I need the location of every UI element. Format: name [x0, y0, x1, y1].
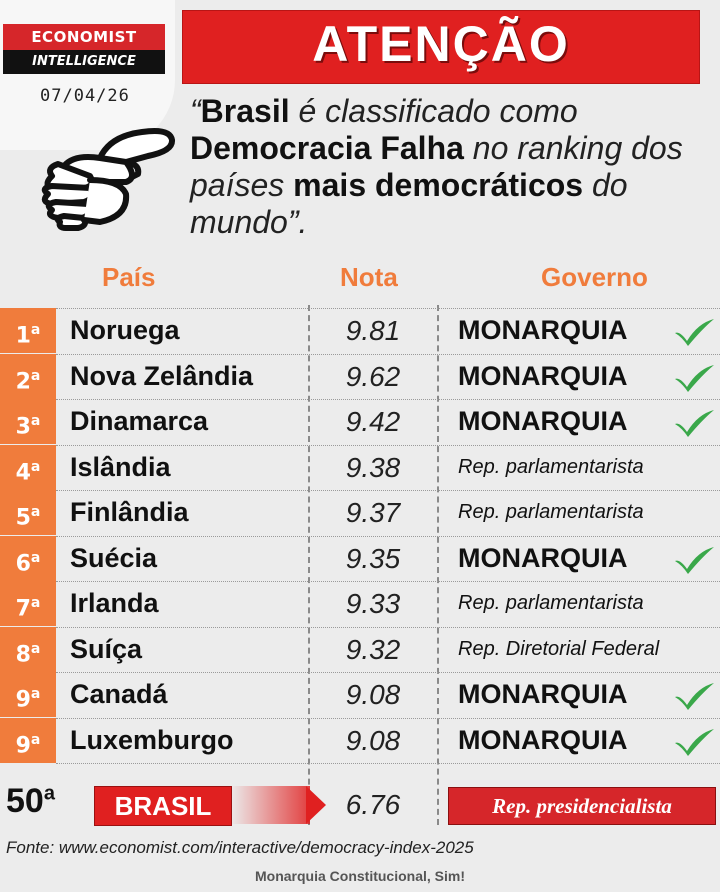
democracy-score: 9.42 — [345, 406, 401, 437]
government-type: MONARQUIA — [458, 406, 628, 436]
democracy-score: 9.35 — [345, 542, 401, 574]
democracy-score: 9.81 — [345, 315, 401, 346]
column-header-score: Nota — [340, 262, 398, 292]
government-type: Rep. parlamentarista — [458, 455, 644, 478]
country-name: Nova Zelândia — [70, 360, 254, 391]
attention-banner: ATENÇÃO — [182, 10, 700, 84]
banner-title: ATENÇÃO — [312, 16, 570, 72]
row-divider — [56, 672, 720, 673]
row-divider — [56, 626, 720, 628]
democracy-score: 9.08 — [345, 724, 401, 756]
rank-badge: 3a — [0, 399, 56, 444]
government-type: MONARQUIA — [458, 679, 628, 709]
rank-badge: 9a — [0, 717, 56, 763]
democracy-score: 9.62 — [345, 360, 401, 392]
table-row: 3a Dinamarca 9.42 MONARQUIA — [0, 399, 720, 444]
brasil-government: Rep. presidencialista — [448, 787, 716, 825]
country-name: Luxemburgo — [70, 724, 234, 755]
row-divider — [56, 399, 720, 400]
country-name: Irlanda — [70, 588, 159, 618]
brasil-arrow-icon — [306, 786, 326, 824]
brand-line1: ECONOMIST — [3, 24, 165, 50]
row-divider — [56, 308, 720, 309]
row-divider — [56, 535, 720, 537]
row-divider — [56, 763, 720, 764]
headline-quote: “Brasil é classificado como Democracia F… — [190, 93, 683, 240]
table-row: 9a Luxemburgo 9.08 MONARQUIA — [0, 717, 720, 763]
country-name: Canadá — [70, 679, 168, 709]
country-name: Noruega — [70, 315, 180, 345]
country-name: Suíça — [70, 633, 143, 664]
government-type: Rep. Diretorial Federal — [458, 637, 660, 660]
column-divider — [308, 305, 310, 825]
table-row: 1a Noruega 9.81 MONARQUIA — [0, 308, 720, 353]
rank-badge: 1a — [0, 308, 56, 353]
checkmark-icon — [675, 410, 714, 437]
democracy-score: 9.32 — [345, 633, 401, 665]
row-divider — [56, 353, 720, 355]
democracy-score: 9.08 — [345, 679, 401, 710]
rank-badge: 5a — [0, 490, 56, 535]
rank-badge: 9a — [0, 672, 56, 717]
row-divider — [56, 717, 720, 719]
democracy-score: 9.37 — [345, 497, 401, 528]
row-divider — [56, 444, 720, 446]
checkmark-icon — [675, 364, 714, 392]
checkmark-icon — [675, 319, 714, 346]
rank-badge: 6a — [0, 535, 56, 581]
brasil-arrow-trail — [230, 786, 310, 824]
source-citation: Fonte: www.economist.com/interactive/dem… — [6, 838, 474, 857]
column-divider — [437, 305, 439, 825]
table-row: 9a Canadá 9.08 MONARQUIA — [0, 672, 720, 717]
country-name: Dinamarca — [70, 406, 209, 436]
government-type: MONARQUIA — [458, 724, 628, 755]
government-type: Rep. parlamentarista — [458, 592, 644, 614]
brand-corner: ECONOMIST INTELLIGENCE 07/04/26 — [0, 0, 175, 150]
government-type: MONARQUIA — [458, 360, 628, 391]
country-name: Finlândia — [70, 497, 189, 527]
pointing-hand-icon — [41, 128, 175, 231]
column-header-country: País — [102, 262, 156, 292]
table-row: 2a Nova Zelândia 9.62 MONARQUIA — [0, 353, 720, 399]
row-divider — [56, 581, 720, 582]
brasil-label: BRASIL — [94, 786, 232, 826]
country-name: Islândia — [70, 451, 171, 482]
country-name: Suécia — [70, 542, 158, 573]
checkmark-icon — [675, 728, 714, 756]
rank-badge: 4a — [0, 444, 56, 490]
footer-tagline: Monarquia Constitucional, Sim! — [254, 868, 465, 884]
government-type: Rep. parlamentarista — [458, 501, 644, 523]
table-row: 7a Irlanda 9.33 Rep. parlamentarista — [0, 581, 720, 626]
brasil-score: 6.76 — [345, 789, 401, 820]
government-type: MONARQUIA — [458, 542, 628, 573]
rank-badge: 2a — [0, 353, 56, 399]
brand-line2: INTELLIGENCE — [3, 50, 165, 74]
brasil-rank: 50a — [6, 782, 55, 820]
row-divider — [56, 490, 720, 491]
rank-badge: 8a — [0, 626, 56, 672]
checkmark-icon — [675, 683, 714, 710]
column-header-government: Governo — [541, 262, 648, 292]
government-type: MONARQUIA — [458, 315, 628, 345]
checkmark-icon — [675, 546, 714, 574]
table-row: 5a Finlândia 9.37 Rep. parlamentarista — [0, 490, 720, 535]
table-row: 4a Islândia 9.38 Rep. parlamentarista — [0, 444, 720, 490]
table-row: 6a Suécia 9.35 MONARQUIA — [0, 535, 720, 581]
date: 07/04/26 — [40, 86, 130, 106]
rank-badge: 7a — [0, 581, 56, 626]
democracy-score: 9.33 — [345, 588, 401, 619]
table-row: 8a Suíça 9.32 Rep. Diretorial Federal — [0, 626, 720, 672]
democracy-score: 9.38 — [345, 451, 401, 483]
